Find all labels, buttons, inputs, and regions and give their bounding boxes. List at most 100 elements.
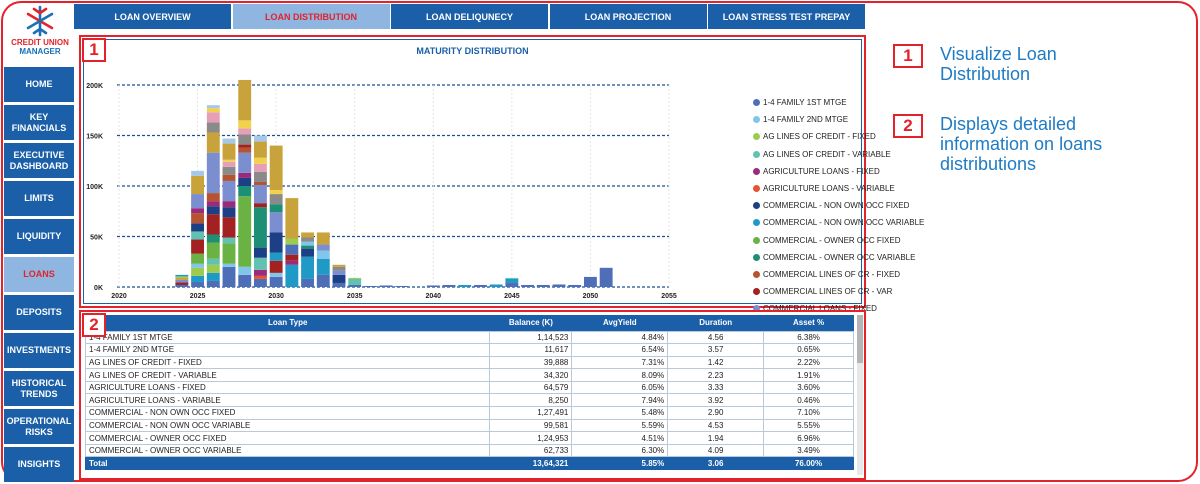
bar-segment (332, 274, 346, 283)
table-cell: 7.31% (571, 355, 669, 370)
bar-segment (253, 207, 267, 248)
sidebar-item-investments[interactable]: INVESTMENTS (4, 333, 74, 368)
legend-dot-icon (753, 219, 760, 227)
table-total-row[interactable]: Total 13,64,321 5.85% 3.06 76.00% (84, 456, 854, 471)
y-tick-label: 200K (86, 83, 103, 90)
column-header-balance[interactable]: Balance (K) (489, 315, 572, 331)
bar-segment (206, 272, 220, 281)
sidebar-item-deposits[interactable]: DEPOSITS (4, 295, 74, 330)
legend-label: COMMERCIAL - OWNER OCC VARIABLE (763, 252, 916, 262)
sidebar-item-operational-risks[interactable]: OPERATIONAL RISKS (4, 409, 74, 444)
bar-segment (253, 275, 267, 279)
table-scrollbar-thumb[interactable] (857, 315, 863, 363)
table-cell: AGRICULTURE LOANS - FIXED (84, 380, 491, 395)
tab-loan-distribution[interactable]: LOAN DISTRIBUTION (232, 4, 390, 29)
loan-table: Loan Type Balance (K) AvgYield Duration … (84, 315, 854, 471)
column-header-avg-yield[interactable]: AvgYield (571, 315, 668, 331)
annotation-badge-1: 1 (893, 44, 923, 68)
bar-segment (301, 241, 315, 246)
table-cell: 6.05% (571, 380, 669, 395)
table-row[interactable]: COMMERCIAL - OWNER OCC VARIABLE 62,733 6.3… (84, 443, 854, 458)
legend-dot-icon (753, 202, 760, 210)
bar-segment (253, 171, 267, 182)
tab-loan-stress-test-prepay[interactable]: LOAN STRESS TEST PREPAY (708, 4, 865, 29)
table-row[interactable]: AG LINES OF CREDIT - FIXED 39,888 7.31% 1.4… (84, 355, 854, 370)
bar-segment (238, 144, 252, 148)
table-cell: 4.09 (667, 443, 765, 458)
legend-item[interactable]: AGRICULTURE LOANS - FIXED (753, 163, 943, 180)
sidebar-item-liquidity[interactable]: LIQUIDITY (4, 219, 74, 254)
sidebar-item-executive-dashboard[interactable]: EXECUTIVE DASHBOARD (4, 143, 74, 178)
bar-segment (269, 194, 283, 205)
table-row[interactable]: 1-4 FAMILY 2ND MTGE 11,617 6.54% 3.57 0.65% (84, 343, 854, 357)
legend-item[interactable]: COMMERCIAL - OWNER OCC FIXED (753, 232, 943, 249)
legend-dot-icon (753, 150, 760, 158)
legend-dot-icon (753, 253, 760, 261)
sidebar-item-insights[interactable]: INSIGHTS (4, 447, 74, 482)
table-row[interactable]: COMMERCIAL - NON OWN OCC FIXED 1,27,491 5.… (84, 406, 854, 420)
table-cell: 5.55% (763, 418, 854, 433)
bar-segment (442, 284, 456, 287)
column-header-duration[interactable]: Duration (667, 315, 764, 331)
table-row[interactable]: COMMERCIAL - OWNER OCC FIXED 1,24,953 4.51… (84, 431, 854, 445)
legend-label: COMMERCIAL LOANS - FIXED (763, 304, 877, 314)
sidebar-item-loans[interactable]: LOANS (4, 257, 74, 292)
legend-item[interactable]: COMMERCIAL LOANS - FIXED (753, 300, 943, 317)
bar-segment (191, 208, 205, 214)
table-cell: 6.54% (571, 343, 669, 357)
bar-segment (222, 166, 236, 175)
table-cell: COMMERCIAL - OWNER OCC VARIABLE (84, 443, 491, 458)
legend-item[interactable]: AGRICULTURE LOANS - VARIABLE (753, 180, 943, 197)
bar-segment (175, 277, 189, 280)
table-cell: AG LINES OF CREDIT - VARIABLE (84, 368, 491, 382)
table-scrollbar[interactable] (857, 315, 863, 475)
bar-segment (253, 141, 267, 158)
legend-label: COMMERCIAL - NON OWN OCC FIXED (763, 201, 910, 211)
logo-text-line2: MANAGER (19, 47, 61, 56)
legend-item[interactable]: 1-4 FAMILY 2ND MTGE (753, 111, 943, 128)
sidebar-item-home[interactable]: HOME (4, 67, 74, 102)
top-tabs: LOAN OVERVIEW LOAN DISTRIBUTION LOAN DEL… (74, 4, 867, 29)
legend-item[interactable]: 1-4 FAMILY 1ST MTGE (753, 94, 943, 111)
legend-item[interactable]: COMMERCIAL - OWNER OCC VARIABLE (753, 249, 943, 266)
tab-loan-delinquency[interactable]: LOAN DELIQUNECY (391, 4, 548, 29)
table-cell: 6.30% (571, 443, 669, 458)
table-cell: 3.57 (667, 343, 765, 357)
bar-segment (348, 278, 362, 285)
legend-item[interactable]: COMMERCIAL - NON OWN OCC FIXED (753, 197, 943, 214)
table-cell: 5.48% (571, 406, 669, 420)
sidebar-item-limits[interactable]: LIMITS (4, 181, 74, 216)
bar-segment (285, 198, 299, 239)
legend-item[interactable]: COMMERCIAL LINES OF CR - VAR (753, 283, 943, 300)
legend-dot-icon (753, 167, 760, 175)
legend-item[interactable]: AG LINES OF CREDIT - FIXED (753, 128, 943, 145)
table-row[interactable]: COMMERCIAL - NON OWN OCC VARIABLE 99,581 5… (84, 418, 854, 433)
maturity-distribution-chart[interactable]: 0K 50K 100K 150K 200K 2020 2025 2030 2035 2040 204… (81, 37, 864, 306)
tab-loan-projection[interactable]: LOAN PROJECTION (549, 4, 707, 29)
table-row[interactable]: AGRICULTURE LOANS - FIXED 64,579 6.05% 3.33… (84, 380, 854, 395)
table-row[interactable]: 1-4 FAMILY 1ST MTGE 1,14,523 4.84% 4.56 6.38… (84, 330, 854, 345)
column-header-asset-pct[interactable]: Asset % (763, 315, 854, 331)
tab-loan-overview[interactable]: LOAN OVERVIEW (74, 4, 231, 29)
sidebar-nav: HOME KEY FINANCIALS EXECUTIVE DASHBOARD … (4, 67, 74, 484)
bar-segment (253, 184, 267, 204)
column-header-loan-type[interactable]: Loan Type (85, 315, 490, 331)
sidebar-item-historical-trends[interactable]: HISTORICAL TRENDS (4, 371, 74, 406)
legend-item[interactable]: AG LINES OF CREDIT - VARIABLE (753, 146, 943, 163)
bar-segment (316, 274, 330, 287)
x-tick-label: 2045 (504, 293, 520, 300)
bar-segment (191, 263, 205, 268)
bar-segment (473, 284, 487, 287)
sidebar-item-key-financials[interactable]: KEY FINANCIALS (4, 105, 74, 140)
legend-label: COMMERCIAL LINES OF CR - VAR (763, 287, 893, 297)
snowflake-logo-icon (26, 5, 54, 37)
table-cell: 3.33 (667, 380, 765, 395)
legend-item[interactable]: COMMERCIAL LINES OF CR - FIXED (753, 266, 943, 283)
annotation-badge-2: 2 (893, 114, 923, 138)
table-row[interactable]: AG LINES OF CREDIT - VARIABLE 34,320 8.09%… (84, 368, 854, 382)
table-row[interactable]: AGRICULTURE LOANS - VARIABLE 8,250 7.94% 3.… (84, 393, 854, 408)
bar-segment (552, 284, 566, 287)
bar-segment (206, 132, 220, 153)
legend-item[interactable]: COMMERCIAL - NON OWN OCC VARIABLE (753, 214, 943, 231)
legend-label: COMMERCIAL LINES OF CR - FIXED (763, 269, 901, 279)
